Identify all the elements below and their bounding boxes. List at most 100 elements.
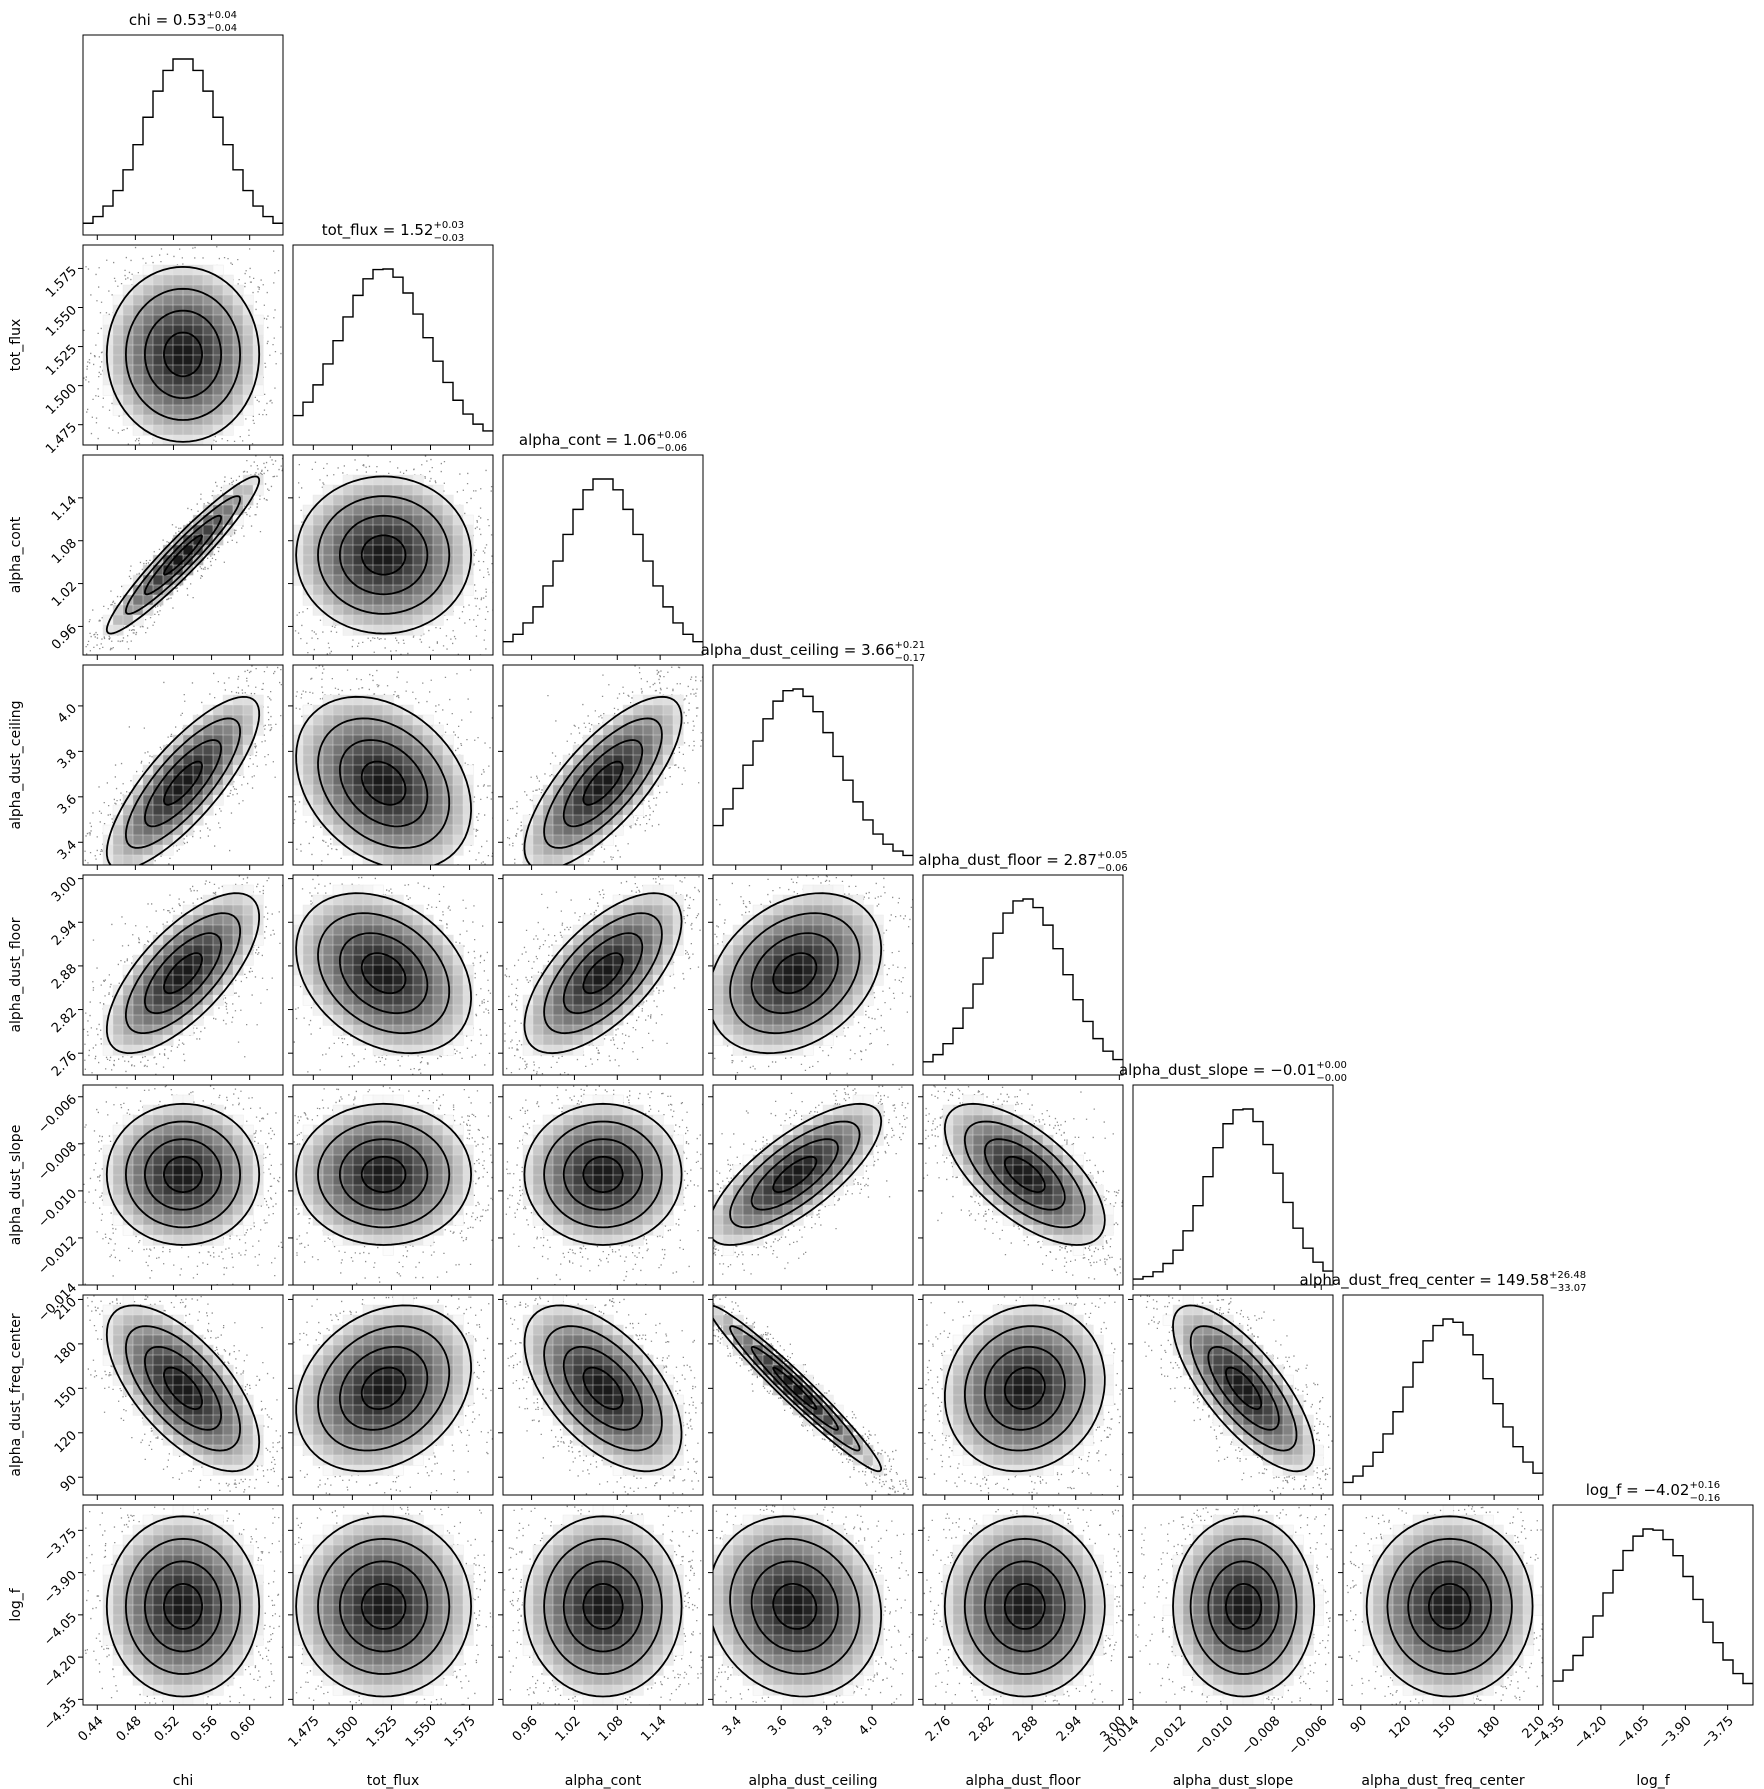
density-cell: [662, 734, 674, 746]
density-cell: [242, 1604, 254, 1616]
density-cell: [422, 574, 434, 586]
panel-frame: [82, 874, 284, 1076]
density-cell: [192, 984, 204, 996]
density-cell: [232, 1114, 244, 1126]
density-cell: [412, 584, 424, 596]
density-cell: [552, 1344, 564, 1356]
density-cell: [112, 834, 124, 846]
density-cell: [542, 1644, 554, 1656]
density-cell: [242, 1624, 254, 1636]
density-cell: [372, 1174, 384, 1186]
panel-frame: [712, 664, 914, 866]
density-cell: [1002, 1414, 1014, 1426]
density-cell: [422, 514, 434, 526]
panel-alpha_dust_slope-vs-chi: −0.014−0.012−0.010−0.008−0.006: [35, 1084, 284, 1325]
density-cell: [362, 1214, 374, 1226]
density-cell: [552, 1214, 564, 1226]
density-cell: [302, 1404, 314, 1416]
density-cell: [662, 1184, 674, 1196]
density-cell: [412, 1594, 424, 1606]
density-cell: [242, 1594, 254, 1606]
density-cell: [242, 924, 254, 936]
density-cell: [432, 1584, 444, 1596]
density-cell: [632, 1374, 644, 1386]
density-cell: [132, 1214, 144, 1226]
density-cell: [962, 1444, 974, 1456]
density-cell: [372, 1194, 384, 1206]
density-cell: [452, 964, 464, 976]
density-cell: [442, 1634, 454, 1646]
density-cell: [1072, 1384, 1084, 1396]
density-cell: [432, 1614, 444, 1626]
density-cell: [442, 514, 454, 526]
density-cell: [232, 1444, 244, 1456]
density-cell: [312, 914, 324, 926]
density-cell: [812, 944, 824, 956]
density-cell: [332, 1654, 344, 1666]
density-cell: [542, 1134, 554, 1146]
density-cell: [392, 1374, 404, 1386]
density-cell: [412, 744, 424, 756]
density-cell: [302, 1174, 314, 1186]
density-cell: [172, 434, 184, 445]
density-cell: [1102, 1394, 1114, 1406]
density-cell: [402, 484, 414, 496]
density-cell: [1022, 1295, 1034, 1306]
density-cell: [592, 1144, 604, 1156]
density-cell: [802, 1204, 814, 1216]
density-cell: [382, 994, 394, 1006]
density-cell: [742, 914, 754, 926]
contour-3: [729, 912, 861, 1035]
contour-2: [144, 932, 222, 1015]
density-cell: [972, 1414, 984, 1426]
density-cell: [332, 1214, 344, 1226]
density-cell: [372, 1684, 384, 1696]
density-cell: [102, 1304, 114, 1316]
density-cell: [1172, 1324, 1184, 1336]
density-cell: [242, 904, 254, 916]
density-cell: [172, 1164, 184, 1176]
density-cell: [1012, 1374, 1024, 1386]
density-cell: [582, 1014, 594, 1026]
contour-3: [124, 1537, 242, 1675]
density-cell: [382, 1244, 394, 1256]
density-cell: [432, 924, 444, 936]
density-cell: [322, 964, 334, 976]
density-cell: [652, 704, 664, 716]
density-cell: [432, 844, 444, 856]
density-cell: [402, 1314, 414, 1326]
density-cell: [372, 1374, 384, 1386]
density-cell: [382, 1364, 394, 1376]
density-cell: [1052, 1444, 1064, 1456]
density-cell: [352, 1574, 364, 1586]
density-cell: [422, 494, 434, 506]
density-cell: [762, 1184, 774, 1196]
density-cell: [232, 304, 244, 316]
density-cell: [222, 1414, 234, 1426]
density-cell: [192, 1544, 204, 1556]
density-cell: [132, 364, 144, 376]
density-cell: [572, 1354, 584, 1366]
density-cell: [352, 1374, 364, 1386]
density-cell: [422, 1174, 434, 1186]
density-cell: [302, 574, 314, 586]
density-cell: [562, 1554, 574, 1566]
density-cell: [112, 624, 124, 636]
density-cell: [372, 1544, 384, 1556]
density-cell: [352, 794, 364, 806]
density-cell: [592, 1374, 604, 1386]
density-cell: [392, 1104, 404, 1116]
density-cell: [242, 1414, 254, 1426]
contour-2: [338, 514, 429, 596]
density-cell: [442, 1424, 454, 1436]
density-cell: [352, 1404, 364, 1416]
density-cell: [322, 554, 334, 566]
density-cell: [412, 794, 424, 806]
density-cell: [962, 1324, 974, 1336]
density-cell: [822, 924, 834, 936]
density-cell: [392, 1654, 404, 1666]
density-cell: [622, 764, 634, 776]
density-cell: [232, 894, 244, 906]
density-cell: [402, 1295, 414, 1306]
